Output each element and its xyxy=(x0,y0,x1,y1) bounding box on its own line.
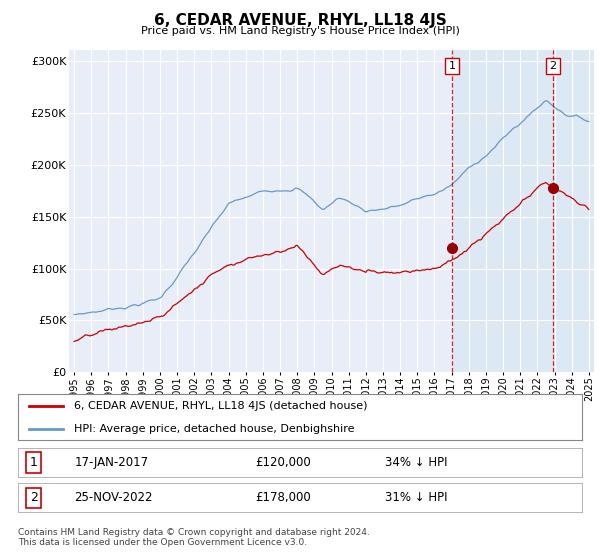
Text: 17-JAN-2017: 17-JAN-2017 xyxy=(74,456,149,469)
Text: 25-NOV-2022: 25-NOV-2022 xyxy=(74,491,153,505)
Text: 1: 1 xyxy=(449,61,456,71)
Bar xyxy=(452,50,598,372)
Text: 6, CEDAR AVENUE, RHYL, LL18 4JS: 6, CEDAR AVENUE, RHYL, LL18 4JS xyxy=(154,13,446,29)
Text: 2: 2 xyxy=(30,491,38,505)
Text: 34% ↓ HPI: 34% ↓ HPI xyxy=(385,456,447,469)
Text: Price paid vs. HM Land Registry's House Price Index (HPI): Price paid vs. HM Land Registry's House … xyxy=(140,26,460,36)
Text: Contains HM Land Registry data © Crown copyright and database right 2024.
This d: Contains HM Land Registry data © Crown c… xyxy=(18,528,370,547)
Text: 31% ↓ HPI: 31% ↓ HPI xyxy=(385,491,447,505)
Text: 2: 2 xyxy=(549,61,556,71)
Text: HPI: Average price, detached house, Denbighshire: HPI: Average price, detached house, Denb… xyxy=(74,424,355,434)
Text: 1: 1 xyxy=(30,456,38,469)
Text: £120,000: £120,000 xyxy=(255,456,311,469)
Text: £178,000: £178,000 xyxy=(255,491,311,505)
Text: 6, CEDAR AVENUE, RHYL, LL18 4JS (detached house): 6, CEDAR AVENUE, RHYL, LL18 4JS (detache… xyxy=(74,401,368,411)
